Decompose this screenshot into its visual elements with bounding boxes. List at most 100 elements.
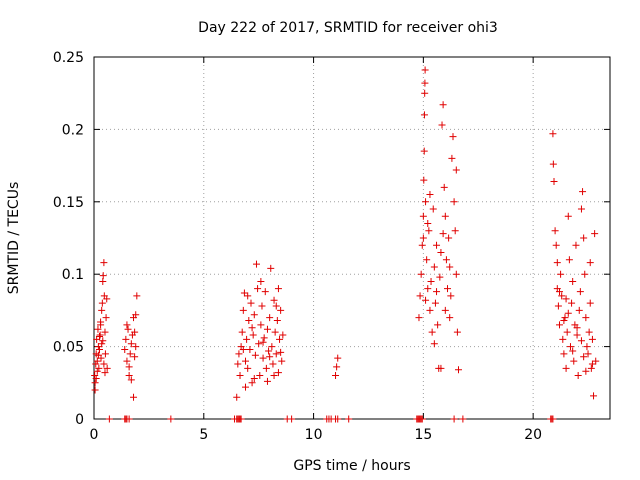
data-point [91,379,99,387]
data-point [574,372,582,380]
data-point [418,415,426,423]
data-point [93,357,101,365]
data-point [95,364,103,372]
data-point [420,147,428,155]
data-point [127,376,135,384]
data-point [261,288,269,296]
axis-ticks: 0 5 10 15 20 0 0.05 0.1 0.15 0.2 0.25 [53,50,610,443]
data-point [272,350,280,358]
data-point [93,367,101,375]
data-point [122,335,130,343]
data-point [250,311,258,319]
data-point [269,360,277,368]
data-point [131,328,139,336]
data-point [237,415,245,423]
data-point [561,314,569,322]
data-point [585,328,593,336]
data-point [262,364,270,372]
data-point [450,415,458,423]
data-point [415,314,423,322]
data-point [259,338,267,346]
data-point [93,335,101,343]
data-point [91,386,99,394]
data-point [98,340,106,348]
x-tick-label: 20 [524,427,542,443]
data-point [130,393,138,401]
data-point [238,328,246,336]
data-point [569,277,577,285]
data-point [584,350,592,358]
data-point [123,321,131,329]
data-point [421,79,429,87]
data-point [452,270,460,278]
data-point [94,325,102,333]
data-point [427,277,435,285]
data-point [92,360,100,368]
y-tick-label: 0.05 [53,340,84,356]
data-point [126,350,134,358]
data-point [274,369,282,377]
data-point [123,357,131,365]
data-point [577,205,585,213]
data-point [549,160,557,168]
data-point [580,353,588,361]
data-point [420,111,428,119]
data-point [256,372,264,380]
data-point [257,277,265,285]
data-point [243,335,251,343]
data-point [248,324,256,332]
data-point [421,89,429,97]
data-point [132,311,140,319]
data-point [429,205,437,213]
x-tick-label: 0 [90,427,99,443]
data-point [121,345,129,353]
data-point [424,285,432,293]
data-point [273,317,281,325]
data-point [452,166,460,174]
y-tick-label: 0.2 [62,122,84,138]
data-point [431,299,439,307]
data-point [552,241,560,249]
data-point [255,340,263,348]
data-point [558,292,566,300]
data-point [276,335,284,343]
data-point [242,383,250,391]
data-point [418,241,426,249]
grid-lines [94,57,610,419]
data-point [573,324,581,332]
data-point [105,415,113,423]
data-point [434,321,442,329]
data-point [247,299,255,307]
data-point [268,343,276,351]
data-point [459,415,467,423]
data-point [288,415,296,423]
data-point [562,364,570,372]
data-point [101,350,109,358]
data-point [442,256,450,264]
data-point [426,191,434,199]
y-axis-label: SRMTID / TECUs [6,182,22,295]
data-point [252,260,260,268]
data-point [101,328,109,336]
data-point [167,415,175,423]
plot-frame [93,56,611,420]
data-point [333,363,341,371]
data-point [554,302,562,310]
x-tick-label: 15 [414,427,432,443]
data-point [419,234,427,242]
y-tick-label: 0.25 [53,50,84,66]
data-point [270,296,278,304]
data-point [125,415,133,423]
data-point [437,364,445,372]
data-point [94,343,102,351]
data-point [263,377,271,385]
data-point [258,302,266,310]
data-point [103,364,111,372]
data-point [334,354,342,362]
data-point [248,379,256,387]
data-point [419,212,427,220]
data-point [254,285,262,293]
data-point [257,321,265,329]
data-point [446,263,454,271]
data-point [244,292,252,300]
